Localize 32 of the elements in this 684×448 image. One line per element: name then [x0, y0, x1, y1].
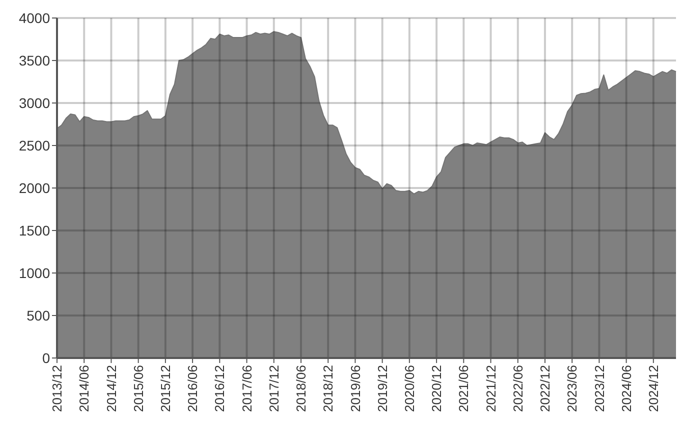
x-tick-label: 2016/12 [212, 365, 228, 412]
x-tick-label: 2021/12 [483, 365, 498, 412]
y-tick-label: 1000 [18, 264, 50, 281]
x-tick-label: 2017/06 [239, 365, 254, 412]
x-tick-label: 2020/12 [429, 365, 444, 412]
x-tick-label: 2014/12 [104, 365, 119, 412]
x-tick-label: 2022/12 [538, 365, 553, 412]
y-tick-label: 2500 [18, 137, 50, 154]
y-tick-label: 4000 [18, 10, 50, 26]
x-tick-label: 2014/06 [76, 365, 92, 412]
x-tick-label: 2018/12 [320, 365, 336, 412]
y-tick-label: 500 [26, 307, 50, 324]
y-tick-label: 3500 [18, 52, 50, 68]
x-tick-label: 2023/12 [592, 365, 607, 412]
x-tick-label: 2018/06 [294, 365, 309, 412]
x-tick-label: 2019/12 [374, 365, 390, 412]
x-tick-label: 2024/12 [646, 365, 661, 412]
x-tick-label: 2017/12 [266, 365, 282, 412]
x-tick-label: 2013/12 [50, 365, 65, 412]
y-tick-label: 1500 [18, 222, 50, 238]
y-tick-label: 2000 [18, 180, 50, 196]
x-tick-label: 2016/06 [185, 365, 200, 412]
x-tick-label: 2024/06 [618, 365, 634, 412]
x-tick-label: 2022/06 [510, 365, 526, 412]
x-tick-label: 2023/06 [564, 365, 580, 412]
y-tick-label: 0 [42, 350, 50, 366]
x-tick-label: 2019/06 [348, 365, 363, 412]
x-tick-label: 2020/06 [402, 365, 417, 412]
y-tick-label: 3000 [18, 94, 50, 111]
x-tick-label: 2021/06 [456, 365, 472, 412]
x-tick-label: 2015/12 [158, 365, 173, 412]
x-tick-label: 2015/06 [130, 365, 146, 412]
